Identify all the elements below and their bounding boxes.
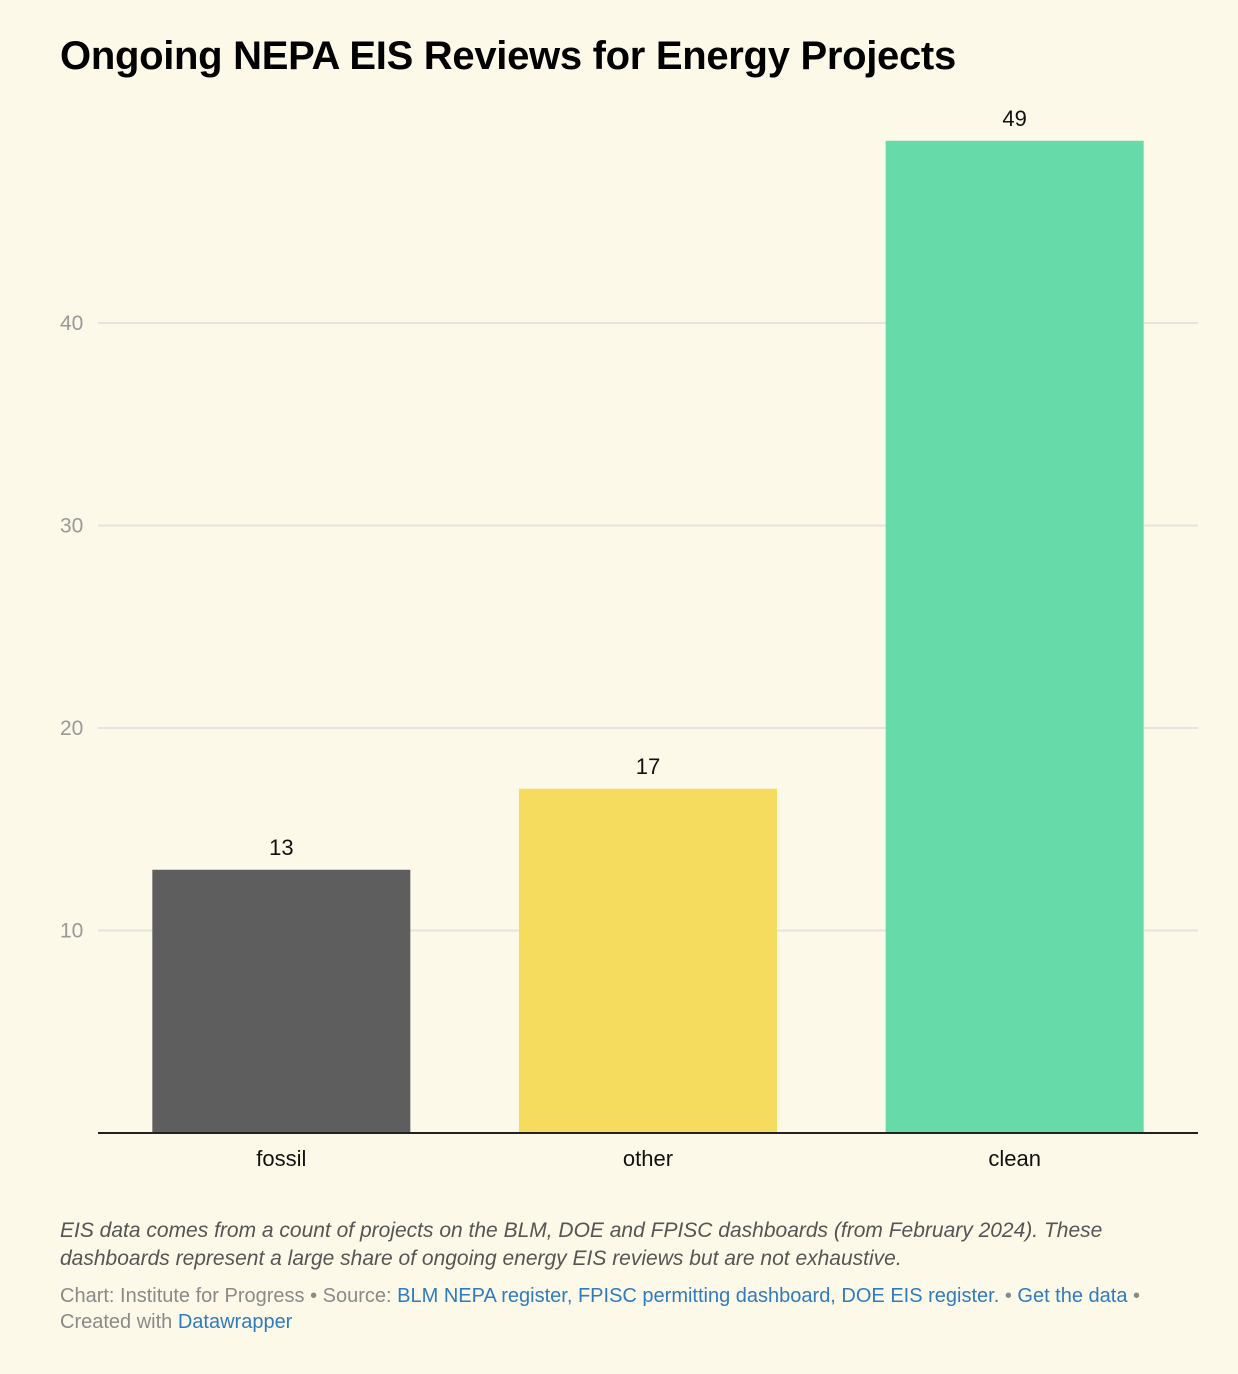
created-with-label: Created with: [60, 1311, 178, 1333]
get-data-link[interactable]: Get the data: [1017, 1285, 1128, 1307]
data-labels: 13 17 49: [269, 106, 1027, 860]
source-link[interactable]: BLM NEPA register, FPISC permitting dash…: [397, 1285, 1000, 1307]
footer-separator: •: [304, 1285, 323, 1307]
chart-credit: Chart: Institute for Progress: [60, 1285, 305, 1307]
footer-separator: •: [999, 1285, 1018, 1307]
source-label: Source:: [322, 1285, 398, 1307]
y-tick-label: 10: [60, 920, 83, 943]
y-tick-label: 40: [60, 312, 83, 335]
data-label-clean: 49: [1002, 106, 1026, 131]
bar-chart: 10 20 30 40 13 17 49 fossil other clean: [60, 106, 1198, 1171]
y-tick-label: 20: [60, 717, 83, 740]
bars: [152, 140, 1144, 1133]
y-axis-ticks: 10 20 30 40: [60, 312, 83, 943]
data-label-fossil: 13: [269, 835, 293, 860]
data-label-other: 17: [636, 754, 660, 779]
category-label-clean: clean: [988, 1146, 1041, 1171]
chart-title: Ongoing NEPA EIS Reviews for Energy Proj…: [60, 34, 956, 78]
category-label-other: other: [623, 1146, 673, 1171]
chart-footer: Chart: Institute for Progress • Source: …: [60, 1283, 1180, 1335]
bar-other: [519, 788, 777, 1133]
footer-separator: •: [1127, 1285, 1141, 1307]
chart-notes: EIS data comes from a count of projects …: [60, 1219, 1103, 1270]
bar-fossil: [152, 869, 411, 1133]
bar-clean: [885, 140, 1144, 1133]
datawrapper-link[interactable]: Datawrapper: [177, 1311, 293, 1333]
category-label-fossil: fossil: [256, 1146, 306, 1171]
x-axis-labels: fossil other clean: [256, 1146, 1041, 1171]
y-tick-label: 30: [60, 515, 83, 538]
